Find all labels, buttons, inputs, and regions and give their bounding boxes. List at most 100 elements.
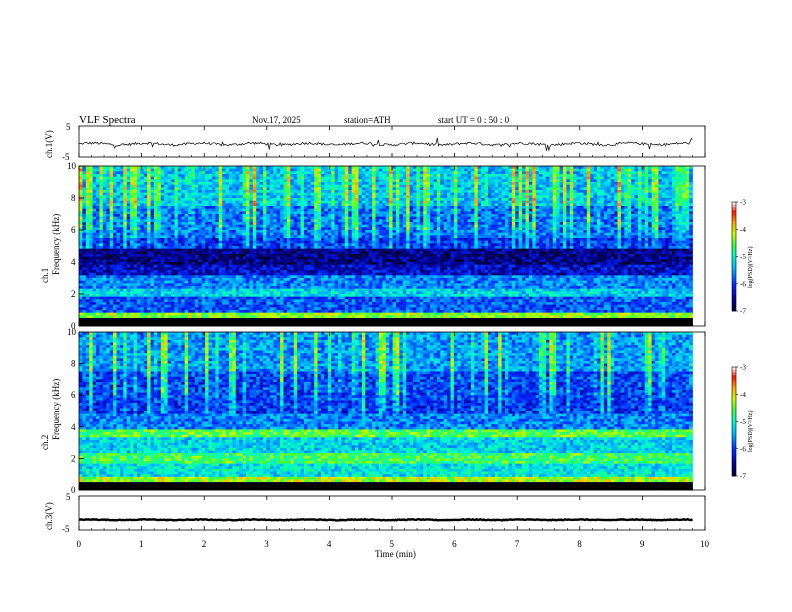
spectrogram-cell bbox=[620, 192, 625, 196]
spectrogram-cell bbox=[205, 222, 209, 226]
spectrogram-cell bbox=[79, 214, 83, 218]
spectrogram-cell bbox=[89, 166, 94, 170]
spectrogram-cell bbox=[102, 222, 107, 226]
spectrogram-cell bbox=[487, 238, 492, 242]
spectrogram-cell bbox=[153, 187, 158, 191]
spectrogram-cell bbox=[218, 238, 223, 242]
spectrogram-cell bbox=[130, 171, 134, 175]
spectrogram-cell bbox=[603, 192, 608, 196]
spectrogram-cell bbox=[215, 211, 220, 215]
spectrogram-cell bbox=[372, 235, 376, 239]
spectrogram-cell bbox=[99, 232, 104, 236]
spectrogram-cell bbox=[562, 211, 567, 215]
spectrogram-cell bbox=[505, 168, 509, 172]
spectrogram-cell bbox=[532, 192, 537, 196]
spectrogram-cell bbox=[450, 203, 455, 207]
spectrogram-cell bbox=[399, 184, 404, 188]
spectrogram-cell bbox=[106, 238, 111, 242]
spectrogram-cell bbox=[82, 214, 87, 218]
spectrogram-cell bbox=[535, 171, 540, 175]
spectrogram-cell bbox=[232, 214, 237, 218]
spectrogram-cell bbox=[293, 200, 298, 204]
spectrogram-cell bbox=[348, 190, 353, 194]
spectrogram-cell bbox=[491, 230, 496, 234]
spectrogram-cell bbox=[297, 166, 301, 170]
spectrogram-cell bbox=[119, 176, 124, 180]
spectrogram-cell bbox=[518, 227, 523, 231]
spectrogram-cell bbox=[457, 216, 462, 220]
spectrogram-cell bbox=[556, 168, 560, 172]
spectrogram-cell bbox=[610, 214, 615, 218]
spectrogram-cell bbox=[484, 232, 489, 236]
spectrogram-cell bbox=[205, 179, 209, 183]
spectrogram-cell bbox=[545, 171, 550, 175]
spectrogram-cell bbox=[351, 208, 356, 212]
spectrogram-cell bbox=[501, 184, 506, 188]
spectrogram-cell bbox=[297, 214, 301, 218]
spectrogram-cell bbox=[562, 219, 567, 223]
spectrogram-cell bbox=[678, 203, 683, 207]
spectrogram-cell bbox=[685, 203, 690, 207]
spectrogram-cell bbox=[184, 227, 189, 231]
spectrogram-cell bbox=[167, 179, 172, 183]
spectrogram-cell bbox=[85, 168, 90, 172]
spectrogram-cell bbox=[430, 190, 434, 194]
spectrogram-cell bbox=[358, 232, 363, 236]
spectrogram-cell bbox=[99, 176, 104, 180]
spectrogram-cell bbox=[242, 166, 247, 170]
spectrogram-cell bbox=[307, 166, 312, 170]
spectrogram-cell bbox=[341, 190, 346, 194]
spectrogram-cell bbox=[583, 216, 588, 220]
spectrogram-cell bbox=[147, 176, 151, 180]
spectrogram-cell bbox=[474, 216, 479, 220]
spectrogram-cell bbox=[351, 176, 356, 180]
spectrogram-cell bbox=[239, 174, 243, 178]
spectrogram-cell bbox=[368, 238, 373, 242]
spectrogram-cell bbox=[447, 176, 451, 180]
spectrogram-cell bbox=[361, 179, 366, 183]
spectrogram-cell bbox=[627, 227, 632, 231]
spectrogram-cell bbox=[637, 200, 642, 204]
spectrogram-cell bbox=[689, 216, 693, 220]
spectrogram-cell bbox=[689, 208, 693, 212]
spectrogram-cell bbox=[79, 227, 83, 231]
spectrogram-cell bbox=[668, 187, 673, 191]
spectrogram-cell bbox=[573, 198, 577, 202]
spectrogram-cell bbox=[79, 182, 83, 186]
spectrogram-cell bbox=[617, 184, 622, 188]
spectrogram-cell bbox=[133, 206, 138, 210]
spectrogram-cell bbox=[590, 214, 595, 218]
spectrogram-cell bbox=[208, 195, 213, 199]
spectrogram-cell bbox=[402, 179, 407, 183]
spectrogram-cell bbox=[85, 227, 90, 231]
spectrogram-cell bbox=[525, 166, 530, 170]
spectrogram-cell bbox=[123, 208, 128, 212]
spectrogram-cell bbox=[600, 182, 605, 186]
spectrogram-cell bbox=[273, 230, 278, 234]
spectrogram-cell bbox=[389, 224, 393, 228]
spectrogram-cell bbox=[545, 195, 550, 199]
spectrogram-cell bbox=[644, 195, 649, 199]
spectrogram-cell bbox=[559, 168, 564, 172]
spectrogram-cell bbox=[620, 176, 625, 180]
spectrogram-cell bbox=[276, 176, 281, 180]
spectrogram-cell bbox=[160, 174, 165, 178]
spectrogram-cell bbox=[607, 235, 612, 239]
spectrogram-cell bbox=[453, 227, 458, 231]
spectrogram-cell bbox=[433, 235, 438, 239]
spectrogram-cell bbox=[167, 216, 172, 220]
spectrogram-cell bbox=[242, 235, 247, 239]
spectrogram-cell bbox=[82, 166, 87, 170]
spectrogram-cell bbox=[430, 192, 434, 196]
spectrogram-cell bbox=[409, 222, 414, 226]
spectrogram-cell bbox=[143, 216, 148, 220]
spectrogram-cell bbox=[269, 230, 274, 234]
spectrogram-cell bbox=[102, 230, 107, 234]
spectrogram-cell bbox=[542, 174, 547, 178]
spectrogram-cell bbox=[338, 174, 342, 178]
spectrogram-cell bbox=[252, 211, 257, 215]
spectrogram-cell bbox=[194, 232, 199, 236]
spectrogram-cell bbox=[549, 216, 554, 220]
spectrogram-cell bbox=[184, 166, 189, 170]
spectrogram-cell bbox=[324, 171, 329, 175]
